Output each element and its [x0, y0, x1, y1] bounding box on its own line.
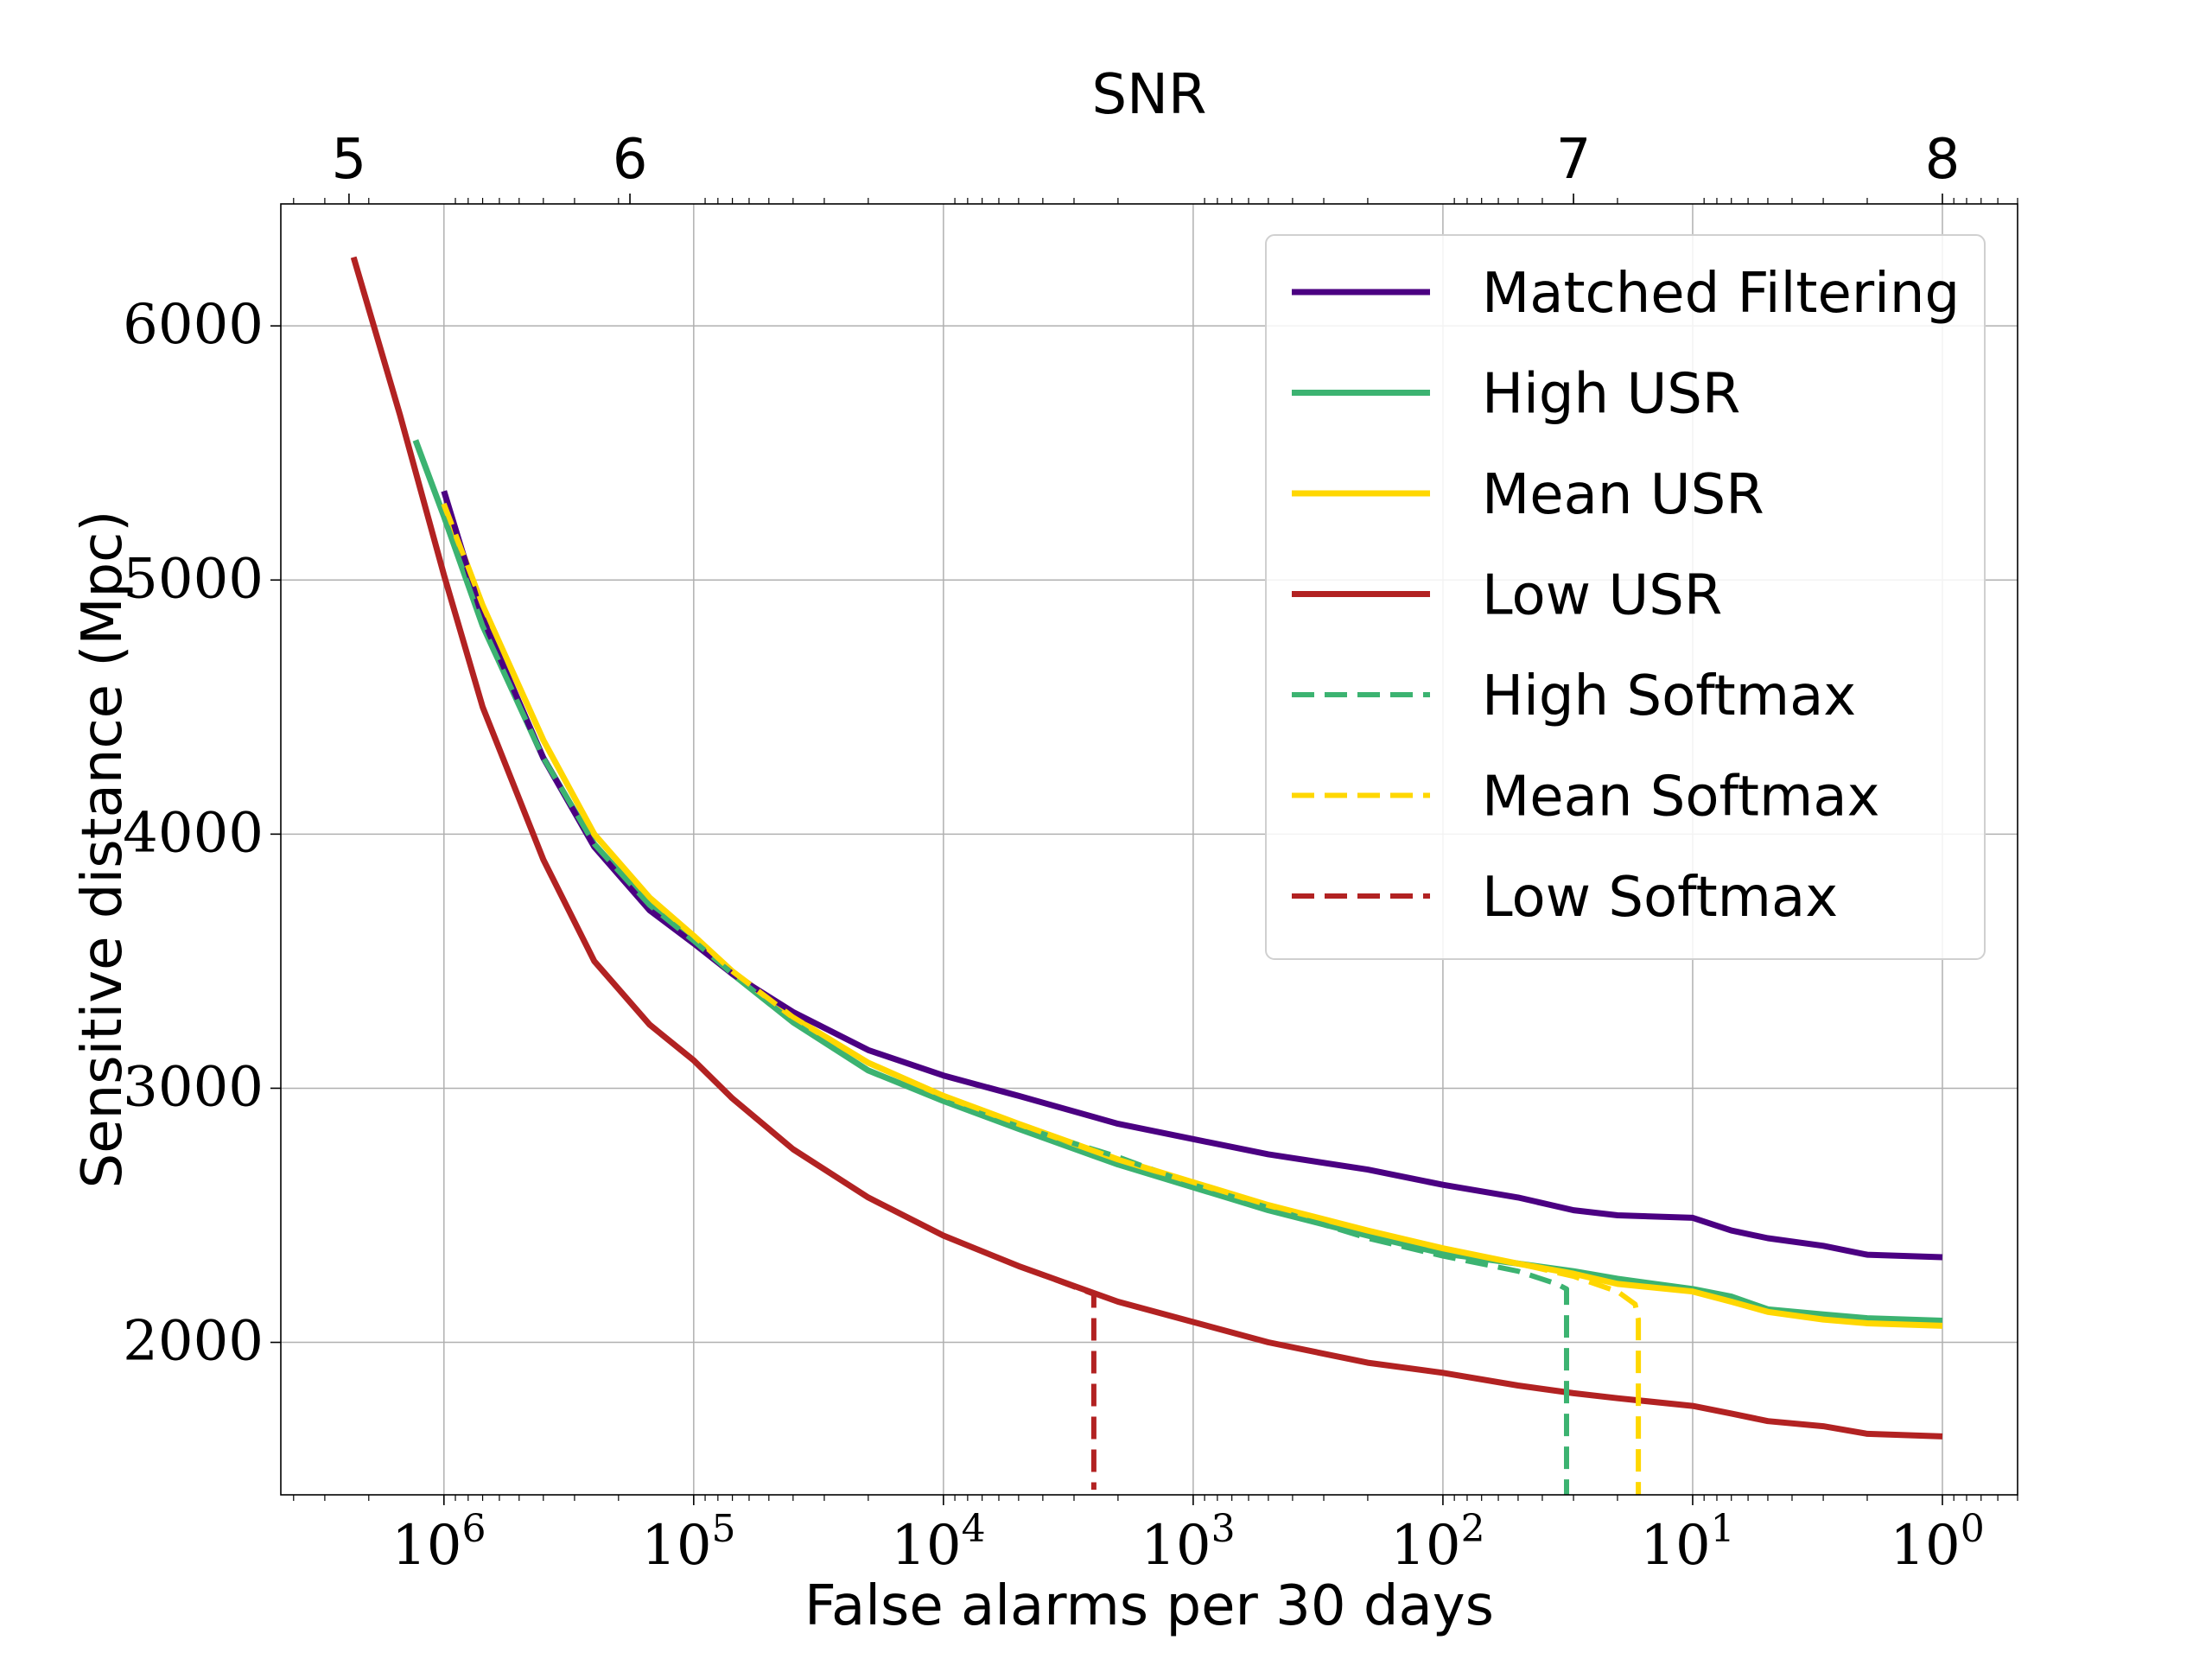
- x-axis-label: False alarms per 30 days: [804, 1574, 1494, 1638]
- legend-label: Matched Filtering: [1482, 262, 1960, 326]
- y-tick-label: 2000: [123, 1310, 264, 1374]
- top-axis-label: SNR: [1092, 63, 1207, 127]
- legend-label: High Softmax: [1482, 664, 1856, 728]
- plot-frame: [280, 203, 2018, 1496]
- legend-label: Mean Softmax: [1482, 766, 1879, 830]
- tick-labels: 106 105 104 103 102 101 100 2000 3000 4000 5000 600…: [123, 128, 1985, 1578]
- y-tick-label: 4000: [123, 801, 264, 865]
- legend-label: Low Softmax: [1482, 866, 1838, 930]
- x-tick-label: 100: [1890, 1507, 1984, 1578]
- legend-label: Low USR: [1482, 564, 1722, 628]
- legend-label: Mean USR: [1482, 463, 1764, 527]
- legend: Matched Filtering High USR Mean USR Low USR…: [1265, 234, 1986, 960]
- y-tick-label: 3000: [123, 1055, 264, 1119]
- series-line-high-softmax: [441, 515, 1569, 1495]
- series-line-mean-softmax: [441, 502, 1642, 1495]
- series-line-matched-filtering: [441, 490, 1943, 1261]
- x-tick-label: 106: [391, 1507, 486, 1578]
- x-tick-label: 105: [641, 1507, 735, 1578]
- top-tick-label: 6: [613, 128, 648, 192]
- series-group: [350, 256, 1943, 1495]
- top-tick-label: 7: [1556, 128, 1592, 192]
- y-tick-label: 5000: [123, 547, 264, 611]
- x-tick-label: 103: [1141, 1507, 1235, 1578]
- legend-label: High USR: [1482, 363, 1740, 427]
- minor-ticks: [293, 198, 2018, 1501]
- x-tick-label: 102: [1390, 1507, 1484, 1578]
- top-tick-label: 8: [1925, 128, 1961, 192]
- x-tick-label: 101: [1640, 1507, 1734, 1578]
- series-line-low-softmax: [351, 256, 1096, 1491]
- legend-box: [1265, 234, 1986, 960]
- y-tick-label: 6000: [123, 293, 264, 357]
- y-axis-label: Sensitive distance (Mpc): [71, 511, 135, 1189]
- x-tick-label: 104: [891, 1507, 985, 1578]
- top-tick-label: 5: [332, 128, 367, 192]
